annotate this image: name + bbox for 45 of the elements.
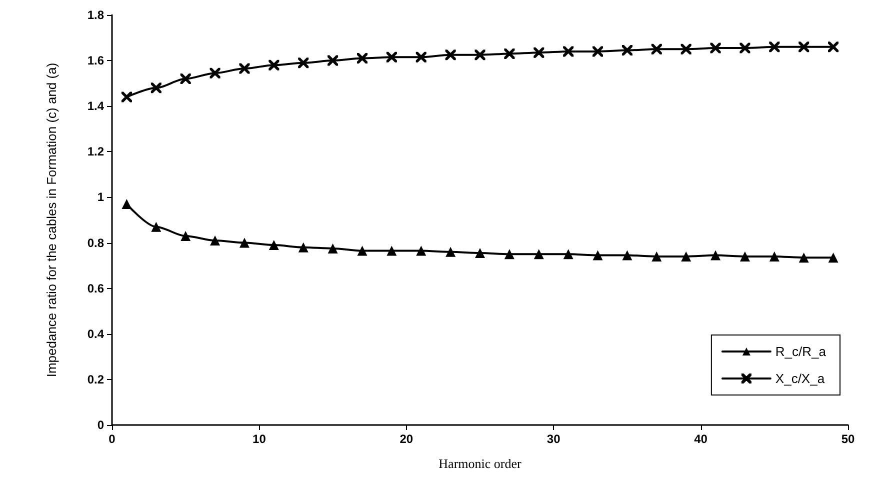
y-tick-label: 1.2 bbox=[87, 144, 104, 159]
point bbox=[652, 251, 662, 262]
x-tick-label: 50 bbox=[841, 432, 855, 446]
x-tick-label: 10 bbox=[252, 432, 266, 446]
point bbox=[298, 242, 308, 252]
point bbox=[534, 249, 544, 260]
point bbox=[592, 250, 603, 260]
point bbox=[180, 230, 191, 241]
point bbox=[357, 246, 368, 256]
y-tick-label: 0.2 bbox=[87, 372, 104, 386]
point bbox=[446, 246, 456, 257]
point bbox=[239, 238, 250, 248]
y-tick-label: 0.8 bbox=[87, 236, 104, 250]
y-tick-label: 0.4 bbox=[87, 326, 104, 341]
x-tick-label: 20 bbox=[400, 432, 414, 446]
point bbox=[563, 249, 574, 260]
legend-label: R_c/R_a bbox=[775, 344, 827, 359]
point bbox=[622, 250, 632, 260]
y-tick-label: 1.6 bbox=[87, 54, 104, 68]
point bbox=[769, 251, 780, 262]
y-axis-title: Impedance ratio for the cables in Formation (c) and (a) bbox=[44, 62, 59, 378]
legend-label: X_c/X_a bbox=[775, 371, 826, 386]
y-tick-label: 1.4 bbox=[87, 99, 104, 114]
point bbox=[798, 252, 809, 263]
point bbox=[416, 246, 426, 256]
point bbox=[151, 222, 162, 232]
point bbox=[740, 251, 750, 262]
y-tick-label: 0.6 bbox=[87, 281, 104, 296]
y-tick-label: 0 bbox=[97, 418, 104, 432]
x-tick-label: 0 bbox=[108, 432, 116, 446]
point bbox=[710, 250, 721, 260]
point bbox=[475, 248, 485, 258]
point bbox=[386, 246, 397, 256]
point bbox=[122, 199, 132, 210]
y-tick-label: 1.8 bbox=[87, 8, 104, 22]
point bbox=[210, 236, 220, 246]
point bbox=[504, 249, 514, 260]
point bbox=[681, 251, 692, 262]
point bbox=[828, 252, 838, 263]
x-tick-label: 40 bbox=[694, 432, 708, 446]
x-tick-label: 30 bbox=[546, 432, 561, 446]
point bbox=[268, 240, 279, 250]
x-axis-title: Harmonic order bbox=[438, 456, 522, 471]
y-tick-label: 1 bbox=[97, 190, 104, 204]
point bbox=[328, 243, 338, 254]
